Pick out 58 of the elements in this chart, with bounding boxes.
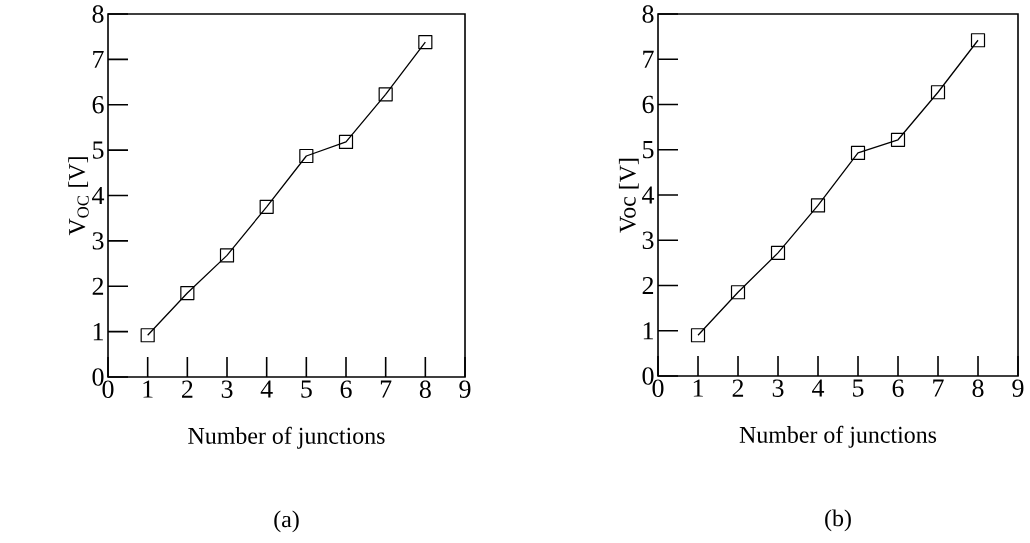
point (338, 134, 354, 150)
x-tick-label: 7 (380, 380, 392, 398)
y-tick-label: 0 (92, 368, 104, 386)
y-tick-label: 2 (92, 277, 104, 295)
text: (a) (274, 510, 299, 533)
y-tick-label: 5 (93, 141, 104, 159)
x-tick-label: 8 (419, 380, 431, 398)
x-tick-label: 5 (853, 379, 864, 397)
x-tick-label: 9 (1012, 379, 1024, 397)
x-tick-label: 1 (693, 379, 703, 397)
y-tick-label: 1 (93, 323, 103, 341)
y-tick-label: 3 (642, 231, 654, 249)
point (930, 85, 946, 100)
point (690, 328, 706, 343)
text: (b) (825, 509, 851, 532)
y-axis-title: Voc [V] (618, 158, 639, 233)
y-tick-label: 4 (92, 186, 105, 205)
y-tick-label: 8 (92, 5, 104, 23)
y-tick-label: 5 (643, 141, 654, 159)
y-tick-label: 6 (92, 96, 104, 114)
point (140, 328, 155, 343)
point (219, 248, 235, 263)
x-tick-label: 6 (340, 380, 352, 398)
point (850, 145, 866, 160)
y-tick-label: 1 (643, 322, 653, 340)
point (890, 132, 906, 147)
y-axis-title: V$_{OC}$ [V] (68, 157, 89, 236)
y-tick-label: 7 (93, 50, 104, 68)
y-tick-label: 3 (92, 232, 104, 250)
y-tick-label: 6 (642, 95, 654, 114)
y-tick-label: 7 (643, 50, 654, 68)
x-tick-label: 5 (301, 380, 312, 398)
y-tick-label: 8 (642, 5, 654, 23)
y-tick-label: 4 (642, 186, 655, 204)
point (970, 33, 986, 48)
point (180, 285, 195, 301)
x-axis-title: Number of junctions (739, 425, 937, 448)
point (259, 199, 274, 214)
y-tick-label: 0 (642, 367, 654, 385)
point (299, 148, 314, 164)
x-tick-label: 2 (732, 379, 744, 397)
x-tick-label: 2 (182, 380, 193, 398)
point (810, 198, 826, 213)
x-tick-label: 6 (892, 379, 904, 397)
x-tick-label: 4 (812, 379, 825, 397)
y-tick-label: 2 (642, 276, 654, 295)
x-tick-label: 1 (143, 380, 153, 398)
x-axis-title: Number of junctions (188, 426, 385, 449)
point (770, 245, 786, 261)
point (378, 87, 393, 102)
x-tick-label: 7 (933, 379, 944, 397)
x-tick-label: 8 (972, 379, 984, 397)
point (418, 35, 433, 50)
x-tick-label: 9 (459, 380, 471, 398)
x-tick-label: 4 (260, 380, 273, 398)
point (730, 285, 746, 300)
x-tick-label: 3 (221, 380, 233, 398)
x-tick-label: 3 (772, 379, 784, 397)
